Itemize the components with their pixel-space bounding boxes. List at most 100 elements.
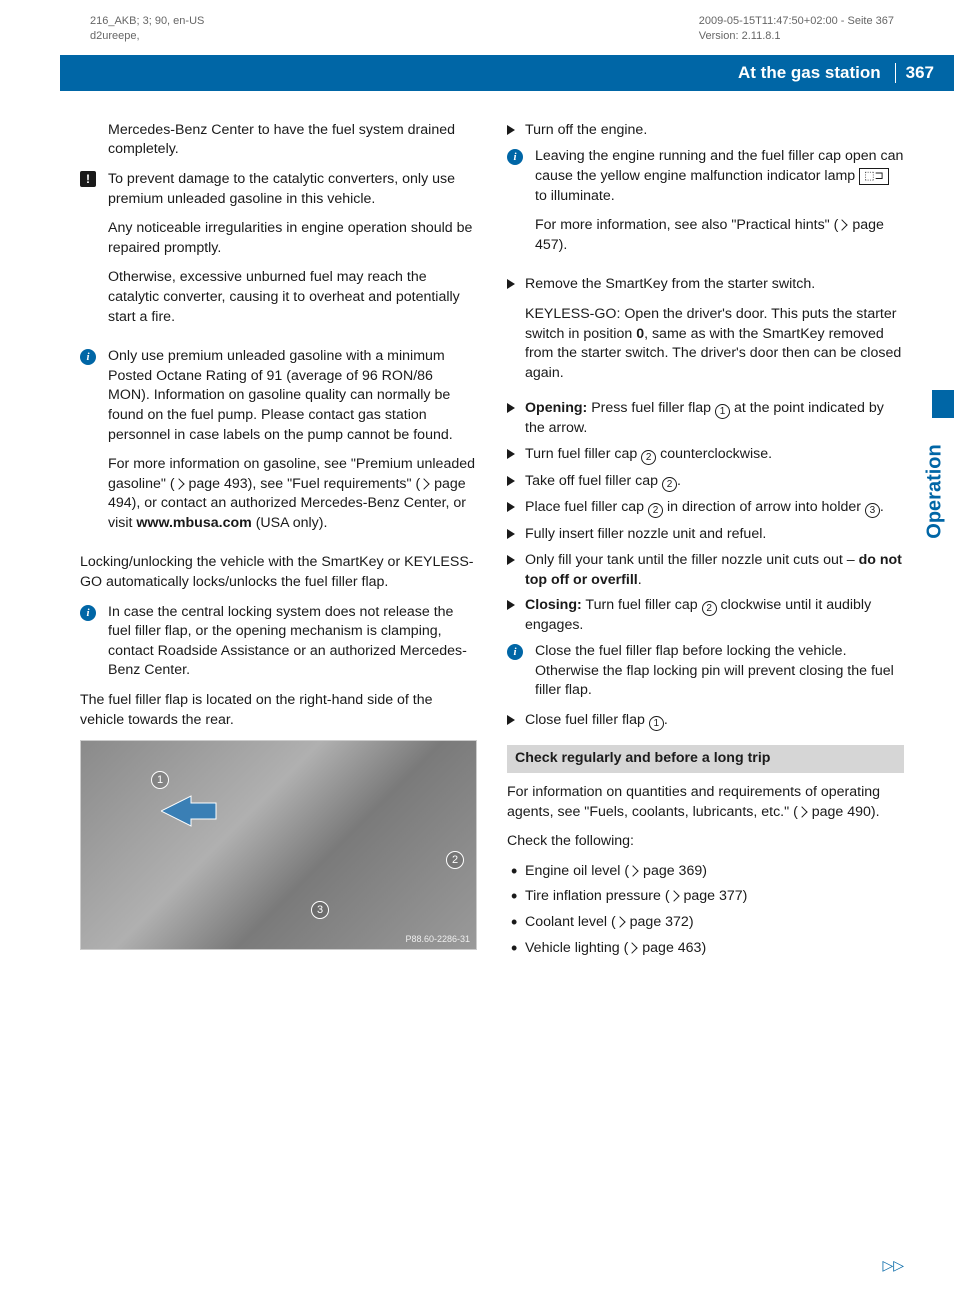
check3-b: page 372)	[626, 914, 694, 930]
step-item: Only fill your tank until the filler noz…	[507, 551, 904, 590]
step2b-bold: 0	[636, 326, 644, 342]
step2: Remove the SmartKey from the starter swi…	[525, 275, 904, 295]
step-arrow-icon	[507, 399, 521, 439]
content-area: Mercedes-Benz Center to have the fuel sy…	[0, 121, 954, 964]
meta-left: 216_AKB; 3; 90, en-US d2ureepe,	[90, 14, 204, 45]
side-tab-marker	[932, 390, 954, 418]
para3: The fuel filler flap is located on the r…	[80, 691, 477, 730]
step6-a: Place fuel filler cap	[525, 499, 648, 515]
step-item: Turn fuel filler cap 2 counterclockwise.	[507, 445, 904, 466]
step2-wrap: Remove the SmartKey from the starter swi…	[525, 275, 904, 393]
check3: Coolant level ( page 372)	[525, 913, 904, 933]
check2: Tire inflation pressure ( page 377)	[525, 887, 904, 907]
step10-b: .	[664, 712, 668, 728]
page-ref-icon	[627, 865, 638, 876]
step8: Only fill your tank until the filler noz…	[525, 551, 904, 590]
info3a: Leaving the engine running and the fuel …	[535, 148, 903, 184]
step-item: Close fuel filler flap 1.	[507, 711, 904, 732]
step9-bold: Closing:	[525, 597, 582, 613]
page-ref-icon	[837, 219, 848, 230]
ref-circle-1: 1	[649, 716, 664, 731]
step-item: Opening: Press fuel filler flap 1 at the…	[507, 399, 904, 439]
fig-callout-1: 1	[151, 771, 169, 789]
step-arrow-icon	[507, 498, 521, 519]
step-item: Take off fuel filler cap 2.	[507, 472, 904, 493]
check1-a: Engine oil level (	[525, 863, 629, 879]
step5-a: Take off fuel filler cap	[525, 473, 662, 489]
info3-text: Leaving the engine running and the fuel …	[535, 147, 904, 265]
right-column: Turn off the engine. i Leaving the engin…	[507, 121, 904, 964]
check-item: • Coolant level ( page 372)	[507, 913, 904, 933]
step-arrow-icon	[507, 445, 521, 466]
info-icon: i	[507, 147, 529, 265]
info-icon: i	[80, 603, 102, 681]
info3c: For more information, see also "Practica…	[535, 216, 904, 255]
step4-b: counterclockwise.	[656, 446, 772, 462]
warning-text: To prevent damage to the catalytic conve…	[108, 170, 477, 337]
check4-a: Vehicle lighting (	[525, 940, 628, 956]
step9-a: Turn fuel filler cap	[582, 597, 702, 613]
step-arrow-icon	[507, 551, 521, 590]
info1: Only use premium unleaded gasoline with …	[108, 347, 477, 445]
step7: Fully insert filler nozzle unit and refu…	[525, 525, 904, 546]
step-arrow-icon	[507, 525, 521, 546]
bullet-icon: •	[511, 939, 525, 959]
intro-para: Mercedes-Benz Center to have the fuel sy…	[80, 121, 477, 160]
info1b-d: (USA only).	[252, 515, 328, 531]
step8-a: Only fill your tank until the filler noz…	[525, 552, 859, 568]
step-item: Place fuel filler cap 2 in direction of …	[507, 498, 904, 519]
step2b: KEYLESS-GO: Open the driver's door. This…	[525, 305, 904, 383]
bullet-icon: •	[511, 862, 525, 882]
check2-a: Tire inflation pressure (	[525, 888, 670, 904]
meta-right-2: Version: 2.11.8.1	[699, 29, 894, 44]
step9: Closing: Turn fuel filler cap 2 clockwis…	[525, 596, 904, 636]
ref-circle-2: 2	[662, 477, 677, 492]
info1-text: Only use premium unleaded gasoline with …	[108, 347, 477, 543]
bullet-icon: •	[511, 913, 525, 933]
page-ref-icon	[419, 478, 430, 489]
info-icon: i	[80, 347, 102, 543]
step-arrow-icon	[507, 711, 521, 732]
side-section-label: Operation	[923, 444, 946, 538]
header-band: At the gas station 367	[60, 55, 954, 91]
warn1: To prevent damage to the catalytic conve…	[108, 170, 477, 209]
info2: In case the central locking system does …	[108, 603, 477, 681]
warn1c: Otherwise, excessive unburned fuel may r…	[108, 268, 477, 327]
step6: Place fuel filler cap 2 in direction of …	[525, 498, 904, 519]
meta-right-1: 2009-05-15T11:47:50+02:00 - Seite 367	[699, 14, 894, 29]
para2: Locking/unlocking the vehicle with the S…	[80, 553, 477, 592]
step5-b: .	[677, 473, 681, 489]
info3: Leaving the engine running and the fuel …	[535, 147, 904, 206]
fuel-flap-figure: 1 2 3 P88.60-2286-31	[80, 740, 477, 950]
info1b-b: page 493), see "Fuel requirements" (	[185, 476, 421, 492]
ref-circle-2: 2	[641, 450, 656, 465]
engine-lamp-icon: ⬚⊐	[859, 168, 889, 185]
step-item: Closing: Turn fuel filler cap 2 clockwis…	[507, 596, 904, 636]
warn1b: Any noticeable irregularities in engine …	[108, 219, 477, 258]
step-item: Fully insert filler nozzle unit and refu…	[507, 525, 904, 546]
step-item: Remove the SmartKey from the starter swi…	[507, 275, 904, 393]
check-item: • Vehicle lighting ( page 463)	[507, 939, 904, 959]
step6-b: in direction of arrow into holder	[663, 499, 865, 515]
check-intro-b: page 490).	[808, 804, 880, 820]
check-item: • Engine oil level ( page 369)	[507, 862, 904, 882]
step3-bold: Opening:	[525, 400, 587, 416]
step1: Turn off the engine.	[525, 121, 904, 142]
ref-circle-1: 1	[715, 404, 730, 419]
info-block-2: i In case the central locking system doe…	[80, 603, 477, 681]
bullet-icon: •	[511, 887, 525, 907]
fig-callout-2: 2	[446, 851, 464, 869]
check1: Engine oil level ( page 369)	[525, 862, 904, 882]
ref-circle-2: 2	[648, 503, 663, 518]
step5: Take off fuel filler cap 2.	[525, 472, 904, 493]
check-item: • Tire inflation pressure ( page 377)	[507, 887, 904, 907]
page-title: At the gas station	[738, 63, 896, 83]
fig-arrow-icon	[161, 791, 221, 831]
section-heading: Check regularly and before a long trip	[507, 745, 904, 773]
info-icon: i	[507, 642, 529, 701]
step-arrow-icon	[507, 275, 521, 393]
warning-icon: !	[80, 170, 102, 337]
check4: Vehicle lighting ( page 463)	[525, 939, 904, 959]
meta-right: 2009-05-15T11:47:50+02:00 - Seite 367 Ve…	[699, 14, 894, 45]
check3-a: Coolant level (	[525, 914, 616, 930]
